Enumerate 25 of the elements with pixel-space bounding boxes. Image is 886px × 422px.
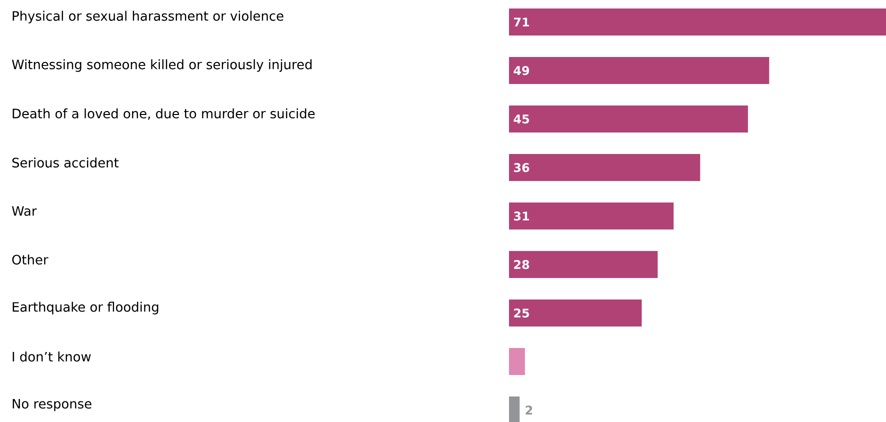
bar bbox=[509, 202, 674, 230]
y-tick-label: Physical or sexual harassment or violence bbox=[12, 10, 284, 24]
y-tick-label: Death of a loved one, due to murder or suicide bbox=[12, 108, 315, 120]
data-label: 49 bbox=[514, 66, 530, 76]
data-label: 36 bbox=[514, 163, 530, 172]
y-tick-label: Serious accident bbox=[12, 158, 119, 168]
bar bbox=[509, 251, 658, 278]
bar bbox=[509, 348, 525, 376]
bar bbox=[509, 154, 700, 182]
data-label: 71 bbox=[514, 18, 530, 26]
bar bbox=[509, 300, 642, 327]
data-label: 31 bbox=[514, 212, 530, 221]
y-tick-label: Earthquake or flooding bbox=[12, 302, 158, 314]
y-tick-label: Witnessing someone killed or seriously injured bbox=[12, 59, 312, 72]
data-label: 2 bbox=[526, 406, 532, 414]
y-tick-label: War bbox=[12, 206, 37, 216]
data-label: 28 bbox=[514, 260, 530, 270]
bar bbox=[509, 57, 770, 84]
bar bbox=[509, 8, 886, 36]
y-tick-label: Other bbox=[12, 254, 48, 265]
data-label: 25 bbox=[514, 308, 530, 318]
data-label: 45 bbox=[514, 114, 530, 124]
y-tick-label: I don’t know bbox=[12, 352, 91, 362]
y-tick-label: No response bbox=[12, 398, 92, 412]
bar bbox=[509, 106, 748, 133]
